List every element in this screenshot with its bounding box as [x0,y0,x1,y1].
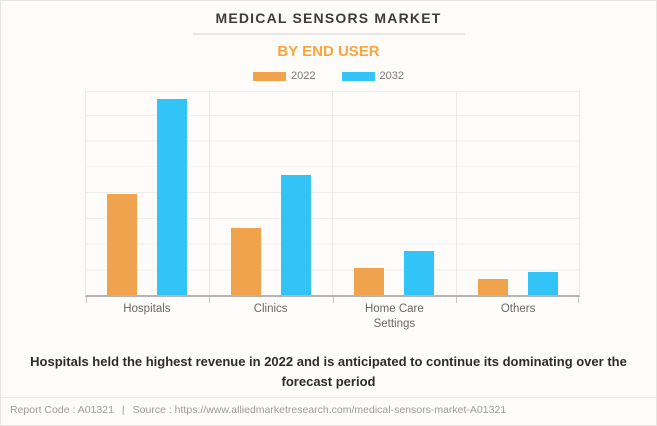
x-axis-label-hospitals: Hospitals [85,302,209,332]
legend-swatch-2032 [341,71,375,81]
x-axis-label-home-care-settings: Home Care Settings [333,302,457,332]
bar-2022-home-care-settings[interactable] [354,268,385,295]
x-axis-tick [86,297,87,303]
chart-subtitle: BY END USER [277,43,380,60]
bar-2032-others[interactable] [527,271,558,295]
x-axis-label-text: Others [500,303,536,315]
bar-2022-others[interactable] [477,278,508,295]
bar-2032-hospitals[interactable] [157,99,188,295]
legend-swatch-2022 [253,71,287,81]
bar-2022-hospitals[interactable] [107,194,138,295]
report-code: Report Code : A01321 [10,404,114,416]
x-axis-label-text: Home Care Settings [364,303,424,330]
category-column-clinics [208,91,333,295]
bar-2032-home-care-settings[interactable] [404,251,435,295]
footer-divider [1,397,656,398]
page-title: MEDICAL SENSORS MARKET [215,10,442,26]
legend-item-2022[interactable]: 2022 [253,70,316,82]
x-axis-tick [578,297,579,303]
legend-label-2022: 2022 [291,70,316,82]
footer: Report Code : A01321 | Source : https://ww… [10,404,647,416]
footer-separator: | [121,404,125,416]
bar-2022-clinics[interactable] [230,227,261,295]
title-underline [192,33,465,35]
x-axis-tick [332,297,334,303]
category-column-home-care-settings [332,91,456,295]
category-column-hospitals [86,91,209,295]
x-axis-label-text: Clinics [253,303,288,315]
x-axis-label-text: Hospitals [123,303,171,315]
source-url: Source : https://www.alliedmarketresearc… [132,404,507,416]
bar-2032-clinics[interactable] [280,174,311,295]
chart-caption: Hospitals held the highest revenue in 20… [30,354,627,389]
x-axis-tick [209,297,211,303]
x-axis-label-clinics: Clinics [209,302,333,332]
x-axis-tick [455,297,457,303]
legend-item-2032[interactable]: 2032 [341,70,404,82]
chart-legend: 2022 2032 [1,70,656,82]
x-axis-labels: Hospitals Clinics Home Care Settings Others [85,302,580,332]
x-axis-label-others: Others [456,302,580,332]
category-column-others [455,91,580,295]
legend-label-2032: 2032 [379,70,404,82]
bar-chart-plot-area [85,91,580,303]
